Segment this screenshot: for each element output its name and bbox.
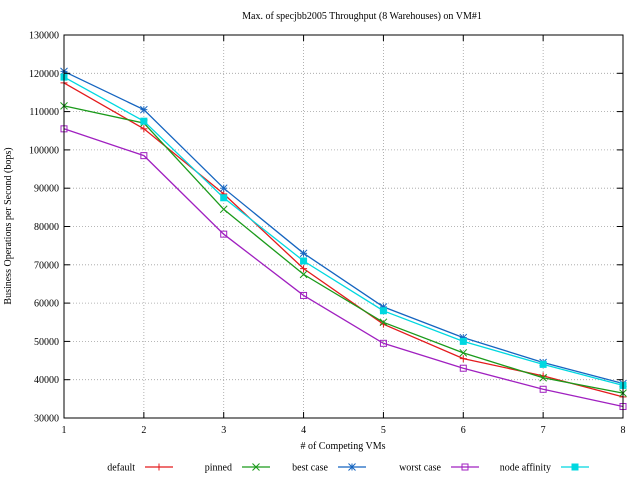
x-tick-label: 6 (461, 425, 466, 436)
legend-entry-worst-case: worst case (399, 463, 479, 474)
y-tick-label: 130000 (29, 31, 59, 42)
marker-box (300, 291, 308, 299)
series-line-default (63, 82, 624, 398)
y-tick-label: 40000 (34, 375, 59, 386)
data-point (140, 152, 148, 160)
marker-box (379, 339, 387, 347)
marker-stroke (348, 463, 356, 471)
marker-box-filled (459, 337, 467, 345)
data-point (459, 349, 468, 357)
marker-box-filled (379, 307, 387, 315)
legend-label: worst case (399, 463, 441, 474)
marker-box (220, 230, 228, 238)
y-tick-label: 80000 (34, 222, 59, 233)
legend-entry-best-case: best case (292, 463, 366, 474)
y-tick-label: 50000 (34, 337, 59, 348)
marker-box (539, 385, 547, 393)
marker-box-filled (300, 257, 308, 265)
legend-entry-node-affinity: node affinity (500, 463, 589, 474)
data-point (379, 339, 387, 347)
legend-label: best case (292, 463, 328, 474)
x-tick-label: 4 (301, 425, 306, 436)
x-tick-label: 5 (381, 425, 386, 436)
data-point (220, 230, 228, 238)
marker-stroke (539, 373, 547, 382)
marker-box-filled (539, 360, 547, 368)
data-point (459, 337, 467, 345)
marker-stroke (140, 105, 148, 114)
legend-label: pinned (205, 463, 232, 474)
series-line-worst-case (63, 128, 624, 408)
data-point (539, 385, 547, 393)
data-point (219, 184, 228, 193)
axes: 30000 40000 50000 60000 70000 80000 90000 10000… (29, 31, 626, 437)
data-point (140, 105, 148, 114)
legend-label: node affinity (500, 463, 551, 474)
series-best-case (60, 67, 627, 388)
legend: default pinned best case worst case node aff… (107, 463, 589, 474)
data-point (379, 307, 387, 315)
marker-stroke (299, 270, 308, 279)
y-tick-label: 110000 (29, 107, 59, 118)
marker-box (459, 364, 467, 372)
data-point (299, 270, 308, 279)
plot-series (60, 67, 627, 411)
y-tick-label: 90000 (34, 184, 59, 195)
y-tick-label: 60000 (34, 299, 59, 310)
marker-box-filled (140, 117, 148, 125)
x-tick-label: 3 (221, 425, 226, 436)
data-point (539, 373, 547, 382)
legend-entry-pinned: pinned (205, 463, 270, 474)
data-point (379, 318, 388, 327)
x-tick-label: 7 (541, 425, 546, 436)
data-point (459, 364, 467, 372)
marker-stroke (299, 249, 308, 258)
x-tick-label: 1 (62, 425, 67, 436)
series-line-best-case (63, 70, 624, 385)
series-line-pinned (63, 105, 624, 394)
marker-stroke (379, 318, 388, 327)
marker-box (140, 152, 148, 160)
series-default (60, 79, 627, 401)
x-tick-label: 2 (141, 425, 146, 436)
series-pinned (60, 102, 627, 397)
marker-box (461, 463, 469, 471)
marker-box-filled (220, 194, 228, 202)
y-axis-title: Business Operations per Second (bops) (3, 147, 14, 304)
y-tick-label: 70000 (34, 260, 59, 271)
marker-stroke (219, 205, 228, 214)
data-point (299, 249, 308, 258)
marker-box-filled (571, 463, 579, 471)
data-point (300, 291, 308, 299)
data-point (539, 360, 547, 368)
data-point (140, 125, 148, 133)
series-node-affinity (60, 73, 627, 389)
marker-stroke (252, 463, 260, 471)
grid (64, 35, 623, 418)
data-point (300, 257, 308, 265)
data-point (140, 117, 148, 125)
series-line-node-affinity (63, 76, 624, 387)
marker-stroke (459, 349, 468, 357)
data-point (219, 205, 228, 214)
data-point (220, 194, 228, 202)
chart-title: Max. of specjbb2005 Throughput (8 Wareho… (242, 11, 482, 22)
data-point (459, 355, 467, 363)
legend-entry-default: default (107, 463, 173, 474)
x-tick-label: 8 (621, 425, 626, 436)
marker-stroke (219, 184, 228, 193)
legend-label: default (107, 463, 135, 474)
x-axis-title: # of Competing VMs (300, 441, 385, 452)
data-point (300, 265, 308, 273)
y-tick-label: 120000 (29, 69, 59, 80)
y-tick-label: 100000 (29, 145, 59, 156)
y-tick-label: 30000 (34, 414, 59, 425)
